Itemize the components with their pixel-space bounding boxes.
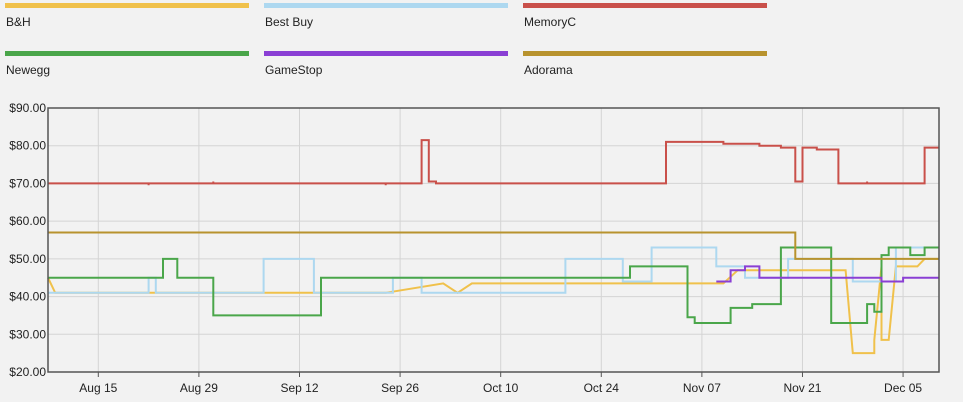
y-tick-label: $30.00 — [9, 327, 46, 341]
legend-label: MemoryC — [524, 15, 577, 29]
y-tick-label: $70.00 — [9, 176, 46, 190]
legend-item-gamestop[interactable]: GameStop — [264, 51, 508, 81]
legend: B&H Best Buy MemoryC Newegg GameStop Adorama — [0, 0, 963, 100]
y-tick-label: $60.00 — [9, 214, 46, 228]
x-tick-label: Nov 07 — [683, 381, 721, 395]
legend-label: Best Buy — [265, 15, 314, 29]
legend-item-memoryc[interactable]: MemoryC — [523, 3, 767, 33]
plot-area — [48, 108, 939, 372]
series-line-adorama — [48, 231, 939, 260]
x-tick-label: Sep 26 — [381, 381, 419, 395]
y-tick-label: $20.00 — [9, 365, 46, 379]
legend-label: B&H — [6, 15, 31, 29]
legend-label: GameStop — [265, 63, 323, 77]
y-tick-label: $90.00 — [9, 101, 46, 115]
legend-item-b-h[interactable]: B&H — [5, 3, 249, 33]
x-tick-label: Oct 10 — [483, 381, 519, 395]
legend-label: Adorama — [524, 63, 573, 77]
x-tick-label: Aug 15 — [79, 381, 117, 395]
legend-item-adorama[interactable]: Adorama — [523, 51, 767, 81]
legend-item-newegg[interactable]: Newegg — [5, 51, 249, 81]
legend-item-best-buy[interactable]: Best Buy — [264, 3, 508, 33]
y-tick-label: $80.00 — [9, 139, 46, 153]
legend-swatch — [523, 3, 767, 8]
legend-swatch — [264, 51, 508, 56]
legend-label: Newegg — [6, 63, 51, 77]
x-tick-label: Aug 29 — [180, 381, 218, 395]
legend-swatch — [523, 51, 767, 56]
legend-swatch — [5, 51, 249, 56]
y-tick-label: $50.00 — [9, 252, 46, 266]
legend-swatch — [264, 3, 508, 8]
x-tick-label: Sep 12 — [280, 381, 318, 395]
y-tick-label: $40.00 — [9, 290, 46, 304]
plot-border — [47, 107, 940, 373]
series-line-memoryc — [48, 139, 939, 186]
series-line-b-h — [47, 257, 939, 355]
x-tick-label: Dec 05 — [884, 381, 922, 395]
x-tick-label: Oct 24 — [584, 381, 620, 395]
x-tick-label: Nov 21 — [783, 381, 821, 395]
series-line-gamestop — [716, 265, 939, 283]
legend-swatch — [5, 3, 249, 8]
series-line-newegg — [48, 246, 939, 324]
